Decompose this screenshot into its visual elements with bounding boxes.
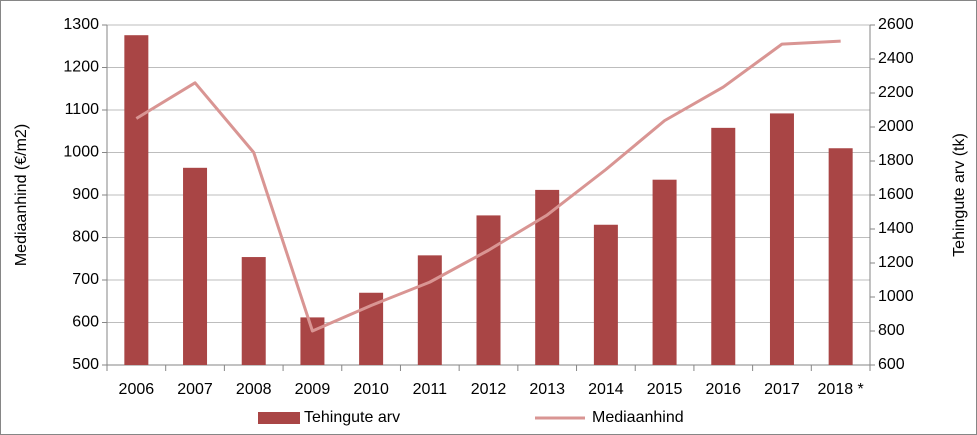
x-tick-label: 2011 [413, 381, 448, 398]
y-tick-label: 600 [72, 314, 99, 331]
y-tick-label: 500 [72, 356, 99, 373]
bar [300, 317, 325, 365]
bar [476, 215, 501, 365]
y2-axis-label: Tehingute arv (tk) [951, 133, 968, 257]
y2-tick-label: 1000 [878, 288, 914, 305]
y-axis-label: Mediaanhind (€/m2) [13, 124, 30, 266]
line [135, 39, 841, 333]
y2-tick-label: 2200 [878, 84, 914, 101]
y2-tick-label: 1200 [878, 254, 914, 271]
y2-tick-label: 2400 [878, 50, 914, 67]
x-tick-label: 2015 [647, 381, 683, 398]
y2-tick-label: 1800 [878, 152, 914, 169]
x-tick-label: 2006 [119, 381, 155, 398]
bar [124, 35, 149, 365]
bar [593, 224, 618, 365]
y-tick-label: 1100 [65, 101, 100, 118]
legend-label: Mediaanhind [592, 409, 684, 426]
x-tick-label: 2014 [588, 381, 624, 398]
bar [769, 113, 794, 366]
y2-tick-label: 1400 [878, 220, 914, 237]
bar [241, 257, 266, 365]
y-tick-label: 700 [72, 271, 99, 288]
legend-label: Tehingute arv [304, 409, 400, 426]
legend-swatch [258, 412, 300, 424]
y2-tick-label: 800 [878, 322, 905, 339]
y2-tick-label: 1600 [878, 186, 914, 203]
bar [828, 148, 853, 365]
x-tick-label: 2013 [529, 381, 565, 398]
x-tick-label: 2016 [705, 381, 741, 398]
bar [183, 167, 208, 365]
y2-tick-label: 2600 [878, 16, 914, 33]
bar [417, 255, 442, 365]
bar [652, 179, 677, 365]
x-tick-label: 2009 [295, 381, 331, 398]
y-tick-label: 900 [72, 186, 99, 203]
x-tick-label: 2018 * [818, 381, 864, 398]
y-tick-label: 1000 [63, 144, 99, 161]
y2-tick-label: 2000 [878, 118, 914, 135]
x-tick-label: 2012 [471, 381, 507, 398]
y-tick-label: 1200 [63, 59, 99, 76]
x-tick-label: 2007 [177, 381, 213, 398]
x-tick-label: 2008 [236, 381, 272, 398]
bar [711, 127, 736, 365]
x-tick-label: 2010 [353, 381, 389, 398]
y-tick-label: 1300 [63, 16, 99, 33]
x-tick-label: 2017 [764, 381, 800, 398]
y2-tick-label: 600 [878, 356, 905, 373]
y-tick-label: 800 [72, 229, 99, 246]
